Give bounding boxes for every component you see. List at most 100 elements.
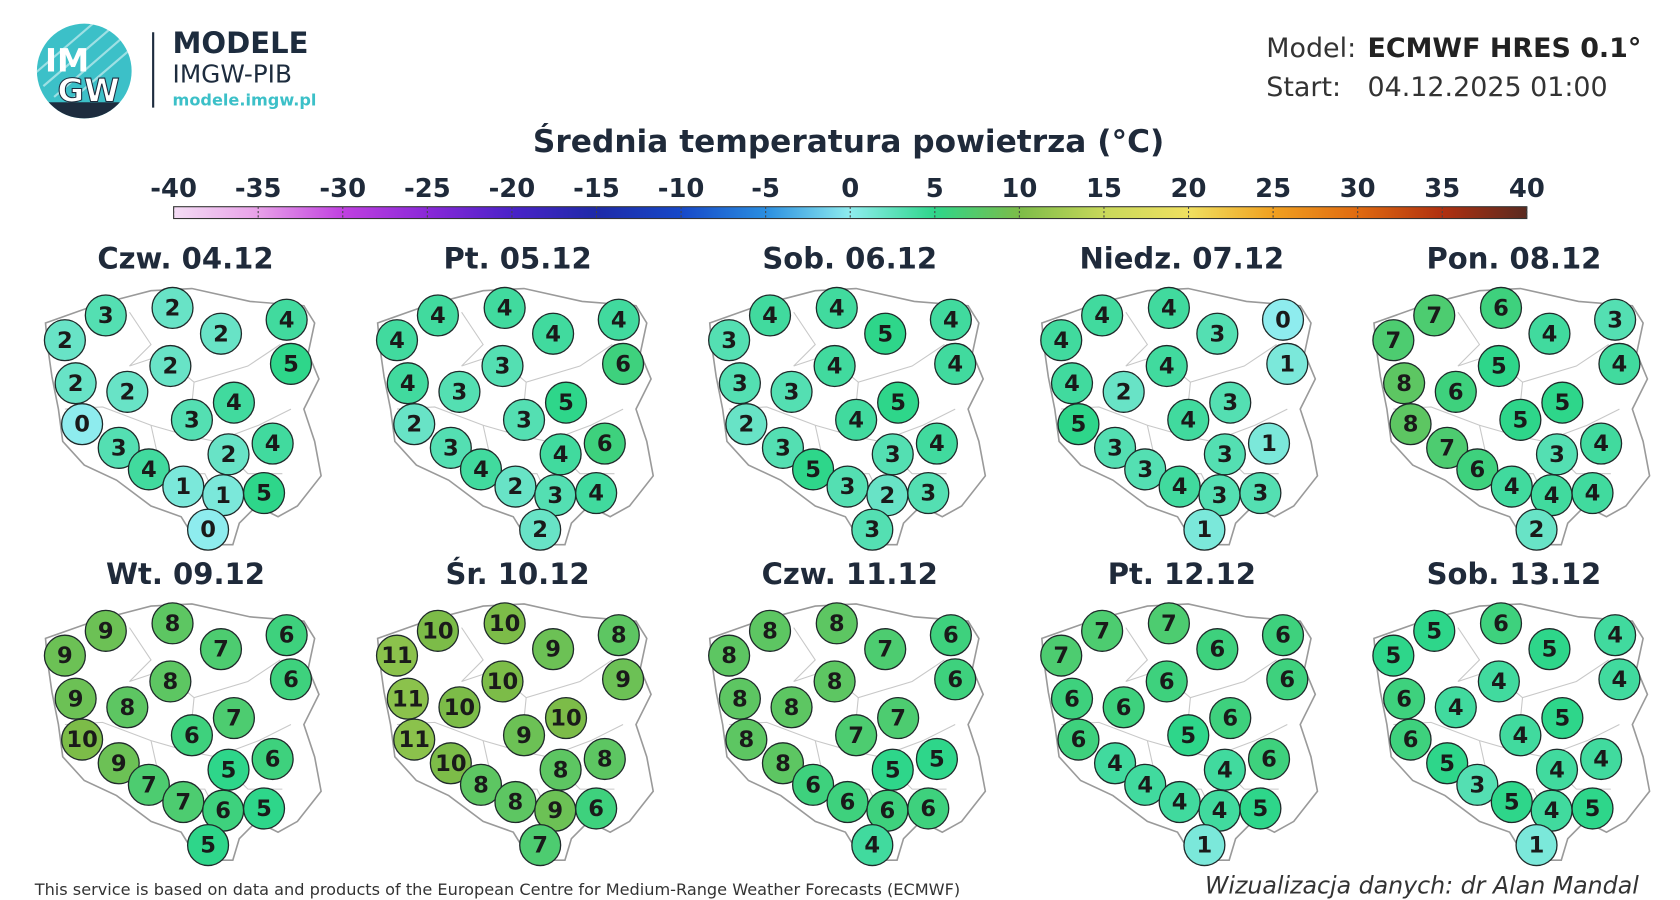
temp-marker [871,433,914,476]
temp-marker [1158,465,1201,508]
temp-marker [269,342,313,385]
temp-label: 4 [1593,747,1609,773]
credit: Wizualizacja danych: dr Alan Mandal [1205,872,1639,900]
temp-marker [1124,448,1167,491]
map-title: Pon. 08.12 [1426,242,1601,276]
temp-marker [601,658,645,701]
temp-label: 3 [721,328,737,354]
temp-label: 5 [558,390,574,416]
temp-marker [1147,286,1190,329]
temp-label: 2 [163,354,179,380]
temp-marker [934,658,977,701]
temp-marker [1541,381,1584,424]
colorbar-tick-label: -25 [404,174,451,204]
temp-marker [813,344,856,388]
temp-marker [375,319,419,362]
temp-marker [1372,634,1415,677]
temp-marker [494,465,537,508]
colorbar-tick-label: -15 [573,174,620,204]
temp-marker [1490,465,1533,508]
temp-marker [1571,787,1614,830]
temp-label: 8 [829,611,845,637]
temp-marker [1196,628,1239,671]
map-title: Sob. 13.12 [1427,557,1602,591]
temp-label: 3 [1607,307,1623,333]
temp-label: 0 [74,412,90,438]
temp-marker [1167,398,1210,441]
map-title: Niedz. 07.12 [1079,242,1284,276]
temp-marker [864,628,907,671]
temp-marker [1102,686,1145,729]
temp-marker [459,448,503,491]
temp-label: 8 [738,727,754,753]
temp-marker [1528,628,1571,671]
temp-label: 5 [805,457,821,483]
temp-marker [1594,298,1637,341]
temp-marker [544,381,588,424]
temp-label: 6 [588,796,604,822]
temp-label: 6 [1209,637,1225,663]
temp-label: 5 [1513,407,1529,433]
temp-label: 6 [1222,706,1238,732]
temp-label: 1 [1529,833,1545,859]
temp-marker [1261,614,1305,657]
map-title: Śr. 10.12 [446,557,590,591]
temp-marker [1479,286,1523,329]
temp-label: 4 [141,457,157,483]
temp-marker [1499,714,1542,757]
temp-marker [1081,609,1124,652]
temp-marker [186,508,230,551]
temp-label: 4 [545,321,561,347]
colorbar-tick-label: 25 [1255,174,1291,204]
temp-label: 4 [1448,695,1464,721]
temp-marker [583,737,626,781]
start: 04.12.2025 01:00 [1368,72,1608,103]
temp-marker [84,294,127,337]
temp-marker [1209,381,1252,424]
temp-label: 11 [392,686,423,712]
temp-marker [1389,403,1432,446]
temp-marker [1477,344,1520,388]
temp-marker [127,448,170,491]
temp-label: 6 [805,772,821,798]
temp-label: 3 [732,371,748,397]
temp-marker [770,686,813,729]
temp-marker [416,294,460,337]
temp-marker [1515,508,1558,551]
temp-label: 6 [880,798,896,824]
temp-label: 6 [1071,727,1087,753]
temp-marker [242,787,286,830]
temp-label: 6 [1469,457,1485,483]
colorbar-tick-label: 30 [1340,174,1376,204]
temp-marker [54,362,97,405]
temp-marker [1456,763,1499,806]
temp-marker [835,714,878,757]
temp-marker [483,602,526,645]
temp-label: 1 [1261,431,1277,457]
temp-marker [597,298,640,341]
temp-marker [438,370,481,413]
temp-label: 4 [1542,321,1558,347]
temp-marker [1580,737,1623,781]
temp-marker [502,398,546,441]
temp-label: 4 [1159,354,1175,380]
temp-label: 7 [175,790,191,816]
temp-label: 10 [422,618,453,644]
temp-label: 4 [389,328,405,354]
temp-label: 6 [215,798,231,824]
temp-label: 8 [784,695,800,721]
temp-label: 4 [1593,431,1609,457]
temp-marker [1203,433,1246,476]
temp-label: 4 [1064,371,1080,397]
temp-marker [1413,294,1456,337]
temp-marker [1434,370,1477,413]
temp-marker [43,319,86,362]
temp-marker [813,660,856,703]
temp-label: 10 [435,751,466,777]
temp-label: 4 [1180,407,1196,433]
temp-marker [84,609,127,652]
